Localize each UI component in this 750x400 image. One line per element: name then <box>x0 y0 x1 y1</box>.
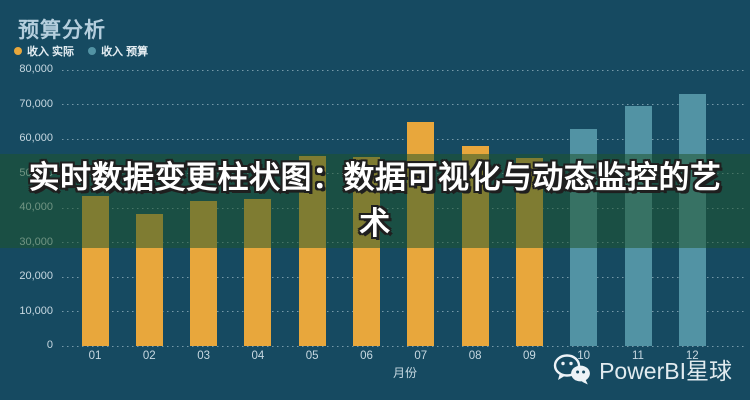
x-axis-tick-label: 08 <box>468 350 482 362</box>
wechat-icon <box>553 353 591 385</box>
x-axis-tick-label: 04 <box>251 350 265 362</box>
legend-dot-actual-icon <box>14 47 22 55</box>
x-axis-tick-label: 12 <box>685 350 699 362</box>
powerbi-watermark: PowerBI星球 <box>553 352 732 386</box>
x-axis-tick-label: 01 <box>88 350 102 362</box>
y-axis-tick-label: 0 <box>46 339 53 351</box>
x-axis-tick-label: 11 <box>632 350 644 362</box>
x-axis-tick-label: 07 <box>414 350 428 362</box>
legend-dot-budget-icon <box>88 47 97 55</box>
x-axis-tick-label: 06 <box>360 350 373 362</box>
y-axis-tick-label: 20,000 <box>19 270 53 282</box>
headline-text: 实时数据变更柱状图：数据可视化与动态监控的艺术 <box>28 160 722 241</box>
gridline <box>62 345 745 347</box>
x-axis-tick-label: 10 <box>577 350 591 362</box>
y-axis-tick-label: 10,000 <box>19 304 53 317</box>
x-axis-tick-label: 02 <box>142 350 156 362</box>
chart-legend: 收入 实际 收入 预算 <box>14 43 148 59</box>
x-axis-tick-label: 03 <box>197 350 210 362</box>
y-axis-tick-label: 60,000 <box>19 132 53 144</box>
chart-title: 预算分析 <box>18 19 106 42</box>
watermark-text: PowerBI星球 <box>599 358 732 384</box>
gridline <box>62 276 745 278</box>
headline-overlay: 实时数据变更柱状图：数据可视化与动态监控的艺术 <box>0 154 750 248</box>
gridline <box>62 69 745 71</box>
legend-label-actual: 收入 实际 <box>27 46 75 58</box>
legend-item-budget[interactable]: 收入 预算 <box>88 43 148 59</box>
x-axis-tick-label: 09 <box>522 350 536 362</box>
gridline <box>62 104 745 105</box>
gridline <box>62 311 745 312</box>
y-axis-tick-label: 70,000 <box>19 97 53 110</box>
x-axis-tick-label: 05 <box>305 350 319 362</box>
legend-label-budget: 收入 预算 <box>101 46 149 58</box>
x-axis-title: 月份 <box>392 366 417 380</box>
y-axis-tick-label: 80,000 <box>19 63 53 75</box>
legend-item-actual[interactable]: 收入 实际 <box>14 43 74 59</box>
gridline <box>62 138 745 140</box>
